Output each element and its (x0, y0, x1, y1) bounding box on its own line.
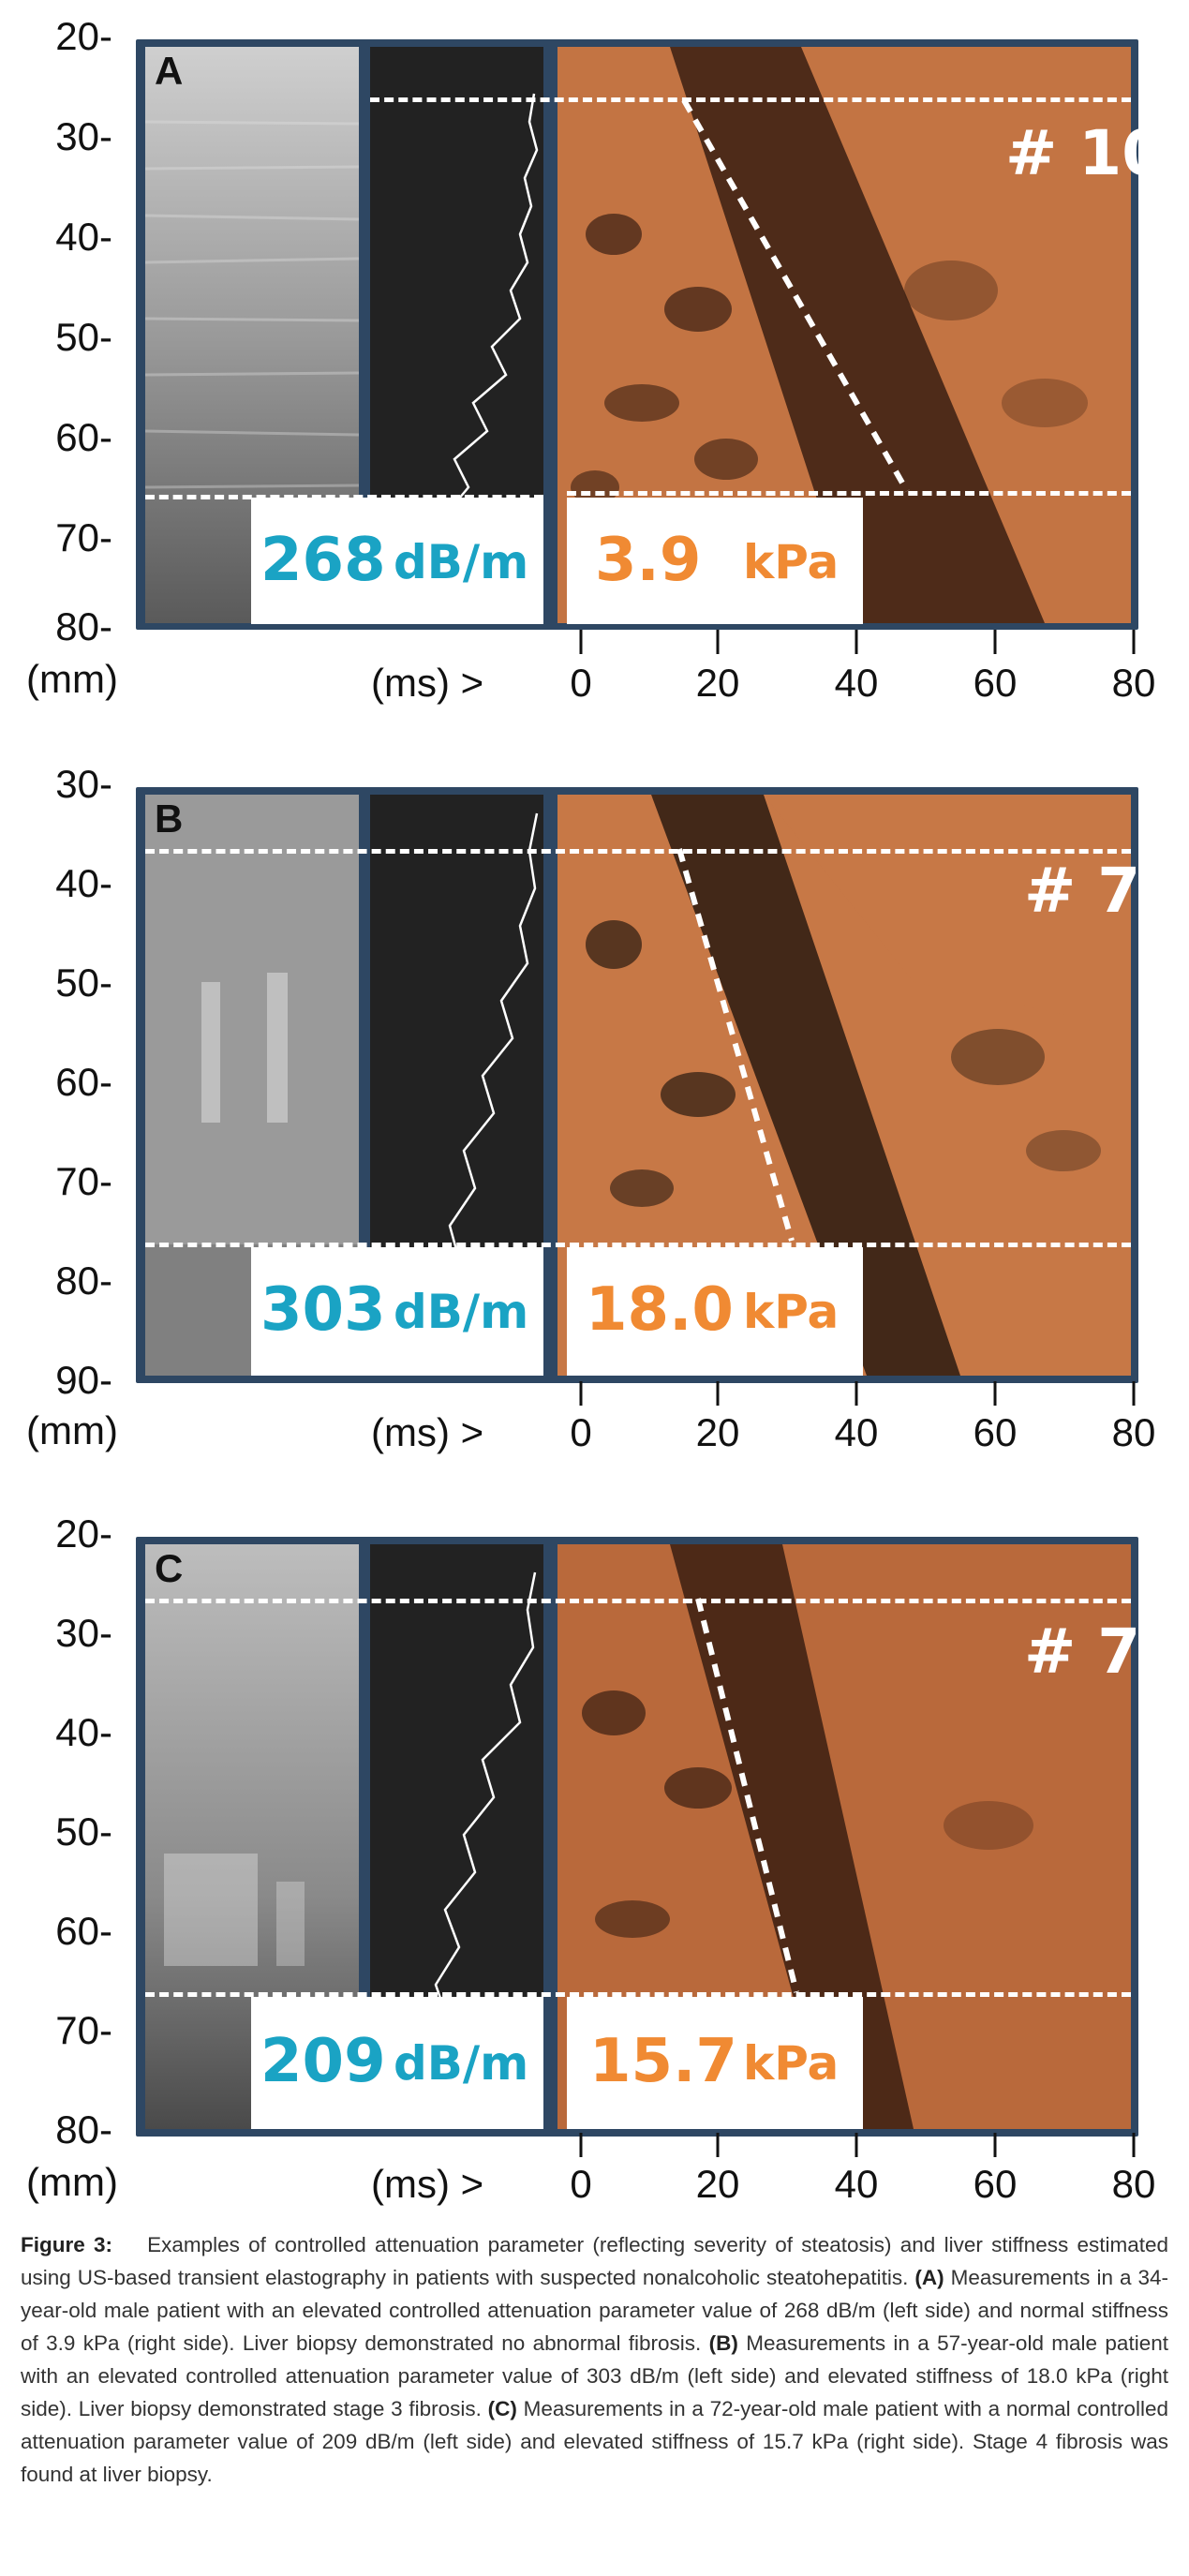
x-tick: 60 (973, 1410, 1018, 1454)
x-tick: 0 (570, 661, 592, 705)
stiffness-unit: kPa (743, 2036, 840, 2091)
x-tick: 60 (973, 661, 1018, 705)
roi-bottom-line (145, 1243, 1131, 1247)
figure-caption: Figure 3: Examples of controlled attenua… (21, 2228, 1168, 2491)
y-tick: 30- (55, 1611, 112, 1655)
x-tick: 40 (834, 661, 879, 705)
x-tick: 20 (695, 2162, 740, 2206)
caption-b-label: (B) (708, 2331, 738, 2355)
y-tick: 80- (55, 1258, 112, 1303)
caption-a-text: Measurements in a 34-year-old male patie… (21, 2266, 1168, 2355)
y-tick: 70- (55, 515, 112, 559)
cap-value: 209 (260, 2027, 386, 2096)
panel-a: 20- 30- 40- 50- 60- 70- 80- (mm) A (0, 0, 1189, 722)
cap-value-box: 209 dB/m (251, 1997, 543, 2129)
cap-value: 268 (260, 526, 386, 595)
y-tick: 70- (55, 2008, 112, 2052)
panel-c: 20- 30- 40- 50- 60- 70- 80- (mm) C (0, 1503, 1189, 2225)
roi-top-line (145, 1599, 1131, 1603)
x-tick: 80 (1111, 661, 1156, 705)
stiffness-value: 3.9 (595, 526, 702, 595)
y-tick: 50- (55, 315, 112, 359)
y-tick: 50- (55, 960, 112, 1005)
hash-label: # 7 (1024, 855, 1141, 927)
cap-value-box: 268 dB/m (251, 498, 543, 624)
roi-bottom-line (567, 491, 1131, 496)
panel-letter: C (155, 1546, 184, 1590)
y-tick: 80- (55, 2107, 112, 2152)
stiffness-value-box: 18.0 kPa (567, 1247, 863, 1376)
cap-unit: dB/m (394, 1285, 529, 1339)
x-tick: 0 (570, 2162, 592, 2206)
caption-intro: Examples of controlled attenuation param… (21, 2233, 1169, 2289)
x-tick: 80 (1111, 1410, 1156, 1454)
x-tick: 20 (695, 1410, 740, 1454)
stiffness-value-box: 3.9 kPa (567, 498, 863, 624)
y-tick: 50- (55, 1809, 112, 1854)
caption-c-label: (C) (487, 2397, 517, 2420)
stiffness-value: 18.0 (586, 1275, 734, 1345)
panel-b: 30- 40- 50- 60- 70- 80- 90- (mm) B (0, 752, 1189, 1473)
stiffness-unit: kPa (743, 1285, 840, 1339)
stiffness-value: 15.7 (589, 2027, 737, 2096)
y-unit-label: (mm) (26, 2160, 118, 2204)
hash-label: # 7 (1024, 1616, 1141, 1688)
caption-a-label: (A) (914, 2266, 944, 2289)
stiffness-unit: kPa (743, 535, 840, 589)
caption-c-text: Measurements in a 72-year-old male patie… (21, 2397, 1168, 2486)
y-tick: 80- (55, 604, 112, 648)
x-tick: 40 (834, 2162, 879, 2206)
stiffness-value-box: 15.7 kPa (567, 1997, 863, 2129)
cap-unit: dB/m (394, 2036, 529, 2091)
roi-top-line (370, 97, 1131, 102)
figure-label: Figure 3: (21, 2233, 113, 2256)
x-tick: 40 (834, 1410, 879, 1454)
x-axis-ticks (579, 630, 1136, 654)
y-tick: 40- (55, 1710, 112, 1754)
y-unit-label: (mm) (26, 1408, 118, 1452)
x-tick: 0 (570, 1410, 592, 1454)
roi-bottom-line (145, 1992, 1131, 1997)
cap-value-box: 303 dB/m (251, 1247, 543, 1376)
roi-top-line (145, 849, 1131, 854)
x-unit-label: (ms) > (371, 661, 484, 705)
cap-unit: dB/m (394, 535, 529, 589)
panel-letter: A (155, 49, 184, 93)
y-tick: 20- (55, 1511, 112, 1556)
y-tick: 20- (55, 14, 112, 58)
y-tick: 40- (55, 861, 112, 905)
cap-value: 303 (260, 1275, 386, 1345)
x-unit-label: (ms) > (371, 2162, 484, 2206)
x-axis-ticks (579, 1381, 1136, 1406)
y-tick: 60- (55, 415, 112, 459)
y-unit-label: (mm) (26, 657, 118, 701)
y-tick: 70- (55, 1159, 112, 1203)
y-tick: 60- (55, 1909, 112, 1953)
y-tick: 60- (55, 1060, 112, 1104)
y-tick: 30- (55, 114, 112, 158)
x-unit-label: (ms) > (371, 1410, 484, 1454)
x-axis-ticks (579, 2133, 1136, 2157)
y-tick: 40- (55, 215, 112, 259)
panel-letter: B (155, 797, 184, 841)
x-tick: 20 (695, 661, 740, 705)
caption-b-text: Measurements in a 57-year-old male patie… (21, 2331, 1168, 2420)
x-tick: 60 (973, 2162, 1018, 2206)
y-tick: 30- (55, 762, 112, 806)
roi-bottom-line (145, 495, 543, 499)
y-tick: 90- (55, 1358, 112, 1402)
hash-label: # 10 (1005, 117, 1166, 189)
x-tick: 80 (1111, 2162, 1156, 2206)
